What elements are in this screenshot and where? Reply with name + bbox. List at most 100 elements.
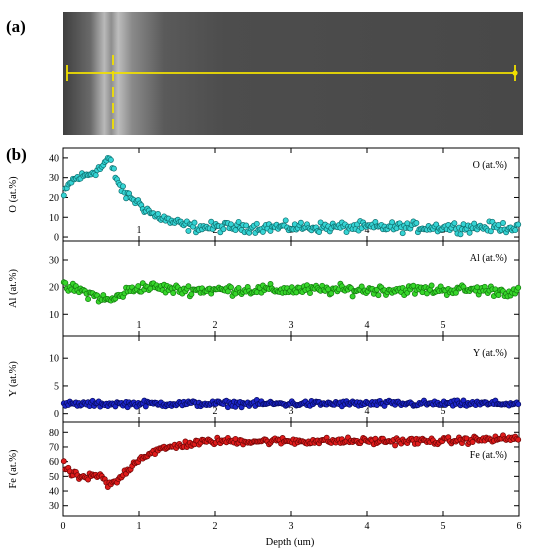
data-point [466,229,473,236]
data-point [85,296,92,303]
x-tick-label: 4 [365,406,370,417]
x-tick-label: 4 [365,320,370,331]
data-point [469,439,476,445]
y-tick-label: 10 [49,310,59,321]
linescan-plots: 01020304012345O (at.%)O (at.%)1020301234… [8,147,522,532]
data-point [457,231,464,238]
data-point [500,220,506,226]
y-tick-label: 40 [49,487,59,498]
x-tick-label: 3 [289,320,294,331]
data-point [413,220,420,226]
data-points [60,432,522,490]
panel-o: 01020304012345O (at.%)O (at.%) [8,147,522,244]
data-point [107,156,114,163]
data-point [62,279,69,286]
y-axis-title: Fe (at.%) [8,449,19,489]
x-tick-label: 5 [441,320,446,331]
panel-fe: 30 40 50 60 70 80 0 1 2 3 4 5 6 Fe (at.%) Fe (at.%) [8,421,522,532]
data-point [307,290,313,297]
data-point [253,220,260,227]
data-point [389,219,396,226]
x-tick-label: 2 [213,320,218,331]
x-tick-label: 5 [441,521,446,532]
x-tick-label: 1 [137,225,142,236]
data-point [228,284,234,291]
panel-al: 10 20 30 1 2 3 4 5 Al (at.%) Al (at.%) [8,240,522,337]
data-point [191,219,198,226]
y-tick-label: 0 [54,233,59,244]
data-point [358,283,365,290]
data-point [259,228,266,235]
data-point [170,290,177,296]
y-tick-label: 50 [49,472,59,483]
data-point [515,436,522,443]
data-point [515,284,522,291]
x-tick-label: 5 [441,406,446,417]
y-tick-label: 10 [49,213,59,224]
x-tick-label: 2 [213,521,218,532]
panel-label-a: (a) [6,17,26,36]
y-tick-label: 10 [49,354,59,365]
data-point [495,292,502,298]
y-tick-label: 0 [54,409,59,420]
data-point [433,221,440,228]
data-point [60,192,67,199]
data-point [399,230,406,237]
series-label: Fe (at.%) [470,450,507,461]
y-axis-title: Y (at.%) [8,361,19,397]
data-point [428,282,435,289]
x-tick-label: 1 [137,320,142,331]
data-point [392,442,399,449]
data-point [317,219,324,226]
data-point [487,228,494,235]
data-point [224,288,231,295]
x-tick-label: 1 [137,521,142,532]
y-tick-label: 20 [49,193,59,204]
linescan-overlay [66,55,518,135]
data-point [120,183,126,190]
series-label: Y (at.%) [473,348,507,359]
data-point [515,221,522,228]
x-tick-label: 0 [61,521,66,532]
data-point [220,226,227,233]
y-tick-label: 70 [49,442,59,453]
data-point [297,219,304,226]
data-point [60,458,67,465]
y-axis-title: Al (at.%) [8,268,19,308]
y-tick-label: 30 [49,501,59,512]
data-point [349,293,356,300]
panel-y: 0 5 10 1 2 3 4 5 Y (at.%) Y (at.%) [8,335,522,423]
series-label: O (at.%) [473,160,507,171]
y-tick-label: 40 [49,153,59,164]
data-points [60,154,522,238]
data-point [92,172,99,179]
y-tick-label: 5 [54,381,59,392]
series-label: Al (at.%) [470,253,507,264]
x-tick-label: 3 [289,406,294,417]
data-points [60,279,522,305]
x-tick-label: 2 [213,406,218,417]
y-tick-label: 20 [49,283,59,294]
data-point [135,283,142,290]
data-point [316,229,323,235]
data-point [235,218,242,225]
x-tick-label: 3 [289,521,294,532]
data-points [60,397,522,411]
data-point [375,292,382,299]
x-tick-label: 1 [137,406,142,417]
x-tick-label: 6 [517,521,522,532]
x-axis-title: Depth (um) [266,537,315,548]
y-tick-label: 60 [49,457,59,468]
data-point [110,165,117,172]
data-point [451,220,458,227]
y-tick-label: 80 [49,428,59,439]
data-point [208,218,215,225]
data-point [243,222,250,229]
data-point [512,227,519,234]
x-tick-label: 4 [365,225,370,236]
x-tick-label: 4 [365,521,370,532]
data-point [515,401,522,408]
y-axis-title: O (at.%) [8,176,19,213]
y-tick-label: 30 [49,256,59,267]
